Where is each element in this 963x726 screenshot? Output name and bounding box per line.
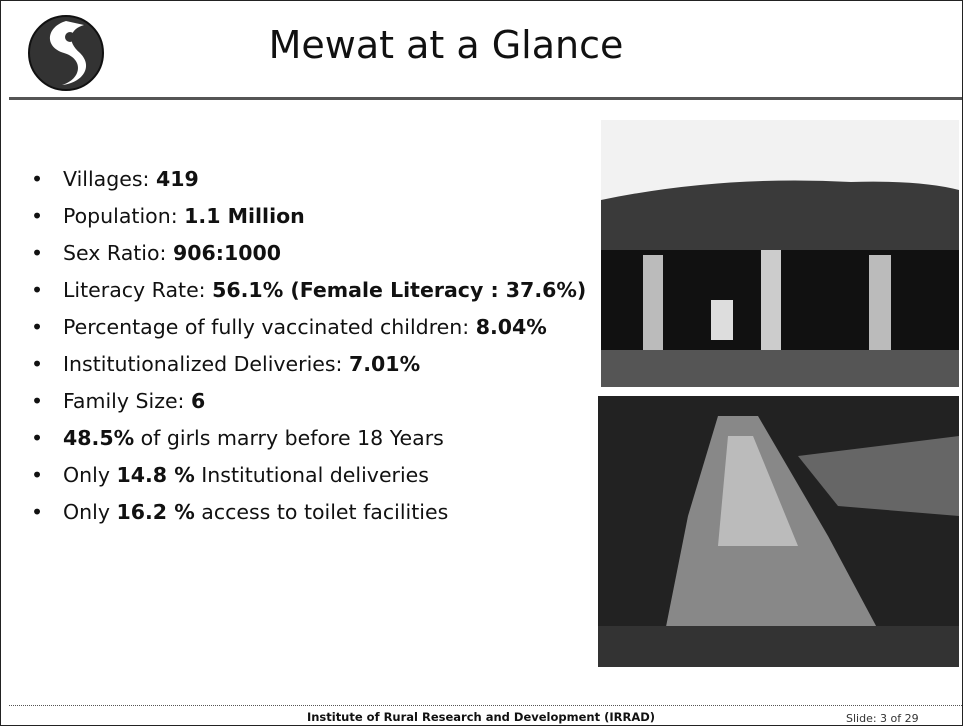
- text: Only: [63, 463, 116, 487]
- text: access to toilet facilities: [195, 500, 449, 524]
- footer-institute: Institute of Rural Research and Developm…: [251, 710, 711, 724]
- text: Villages:: [63, 167, 156, 191]
- bullet-item: 48.5% of girls marry before 18 Years: [27, 420, 586, 457]
- text: Family Size:: [63, 389, 191, 413]
- bullet-item: Sex Ratio: 906:1000: [27, 235, 586, 272]
- bold-text: 48.5%: [63, 426, 134, 450]
- bullet-item: Literacy Rate: 56.1% (Female Literacy : …: [27, 272, 586, 309]
- text: Population:: [63, 204, 184, 228]
- slide-title: Mewat at a Glance: [141, 23, 751, 67]
- bold-text: 906:1000: [173, 241, 281, 265]
- bullet-item: Population: 1.1 Million: [27, 198, 586, 235]
- bold-text: 56.1% (Female Literacy : 37.6%): [212, 278, 586, 302]
- bullet-item: Percentage of fully vaccinated children:…: [27, 309, 586, 346]
- bold-text: 14.8 %: [116, 463, 194, 487]
- bullet-item: Family Size: 6: [27, 383, 586, 420]
- footer-rule: [9, 705, 962, 706]
- header-rule: [9, 97, 962, 100]
- text: Only: [63, 500, 116, 524]
- text: of girls marry before 18 Years: [134, 426, 444, 450]
- photo-drain: [598, 396, 959, 667]
- text: Sex Ratio:: [63, 241, 173, 265]
- text: Percentage of fully vaccinated children:: [63, 315, 476, 339]
- bullet-item: Villages: 419: [27, 161, 586, 198]
- text: Literacy Rate:: [63, 278, 212, 302]
- bullet-item: Only 14.8 % Institutional deliveries: [27, 457, 586, 494]
- logo: [26, 13, 106, 93]
- bold-text: 16.2 %: [116, 500, 194, 524]
- bullet-list: Villages: 419Population: 1.1 MillionSex …: [27, 161, 586, 531]
- slide-number: Slide: 3 of 29: [846, 712, 919, 725]
- bold-text: 1.1 Million: [184, 204, 305, 228]
- photo-building: [601, 120, 959, 387]
- bullet-item: Only 16.2 % access to toilet facilities: [27, 494, 586, 531]
- bold-text: 8.04%: [476, 315, 547, 339]
- bold-text: 7.01%: [349, 352, 420, 376]
- text: Institutional deliveries: [195, 463, 429, 487]
- bold-text: 419: [156, 167, 199, 191]
- slide: Mewat at a Glance Villages: 419Populatio…: [0, 0, 963, 726]
- bullet-item: Institutionalized Deliveries: 7.01%: [27, 346, 586, 383]
- bold-text: 6: [191, 389, 205, 413]
- text: Institutionalized Deliveries:: [63, 352, 349, 376]
